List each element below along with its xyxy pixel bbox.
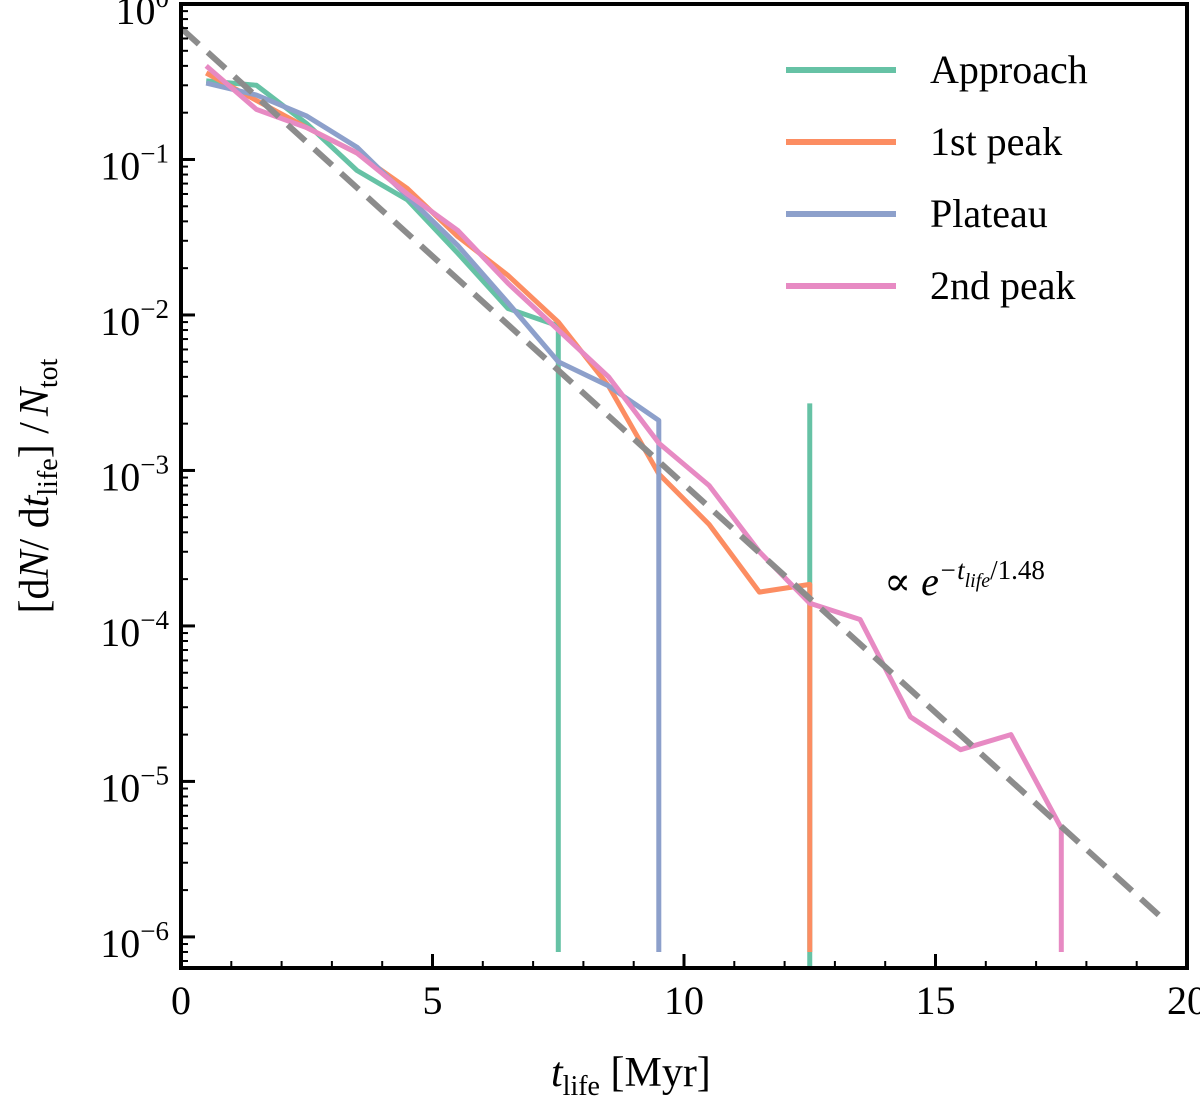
x-tick-label: 10 [664, 978, 704, 1023]
y-tick-label: 10−5 [100, 760, 169, 810]
legend-label-1st-peak: 1st peak [930, 119, 1062, 164]
y-axis-label-p3: ] / [12, 422, 58, 458]
y-tick-label: 100 [116, 0, 170, 33]
y-tick-label: 10−6 [100, 916, 169, 966]
y-axis-label-p1: [d [12, 578, 58, 613]
series-line-2nd-peak [204, 64, 1064, 952]
y-axis-label-nsub: tot [33, 358, 64, 388]
y-tick-label: 10−1 [100, 138, 169, 188]
series-line-approach [205, 78, 561, 952]
fit-annotation: ∝ e−tlife/1.48 [884, 555, 1045, 604]
x-tick-label: 15 [916, 978, 956, 1023]
x-tick-label: 5 [423, 978, 443, 1023]
y-axis-label-t: t [12, 494, 58, 507]
y-tick-label: 10−3 [100, 449, 169, 499]
legend: Approach 1st peak Plateau 2nd peak [786, 47, 1088, 308]
x-tick-label: 20 [1167, 978, 1200, 1023]
y-axis-label-tsub: life [33, 458, 64, 495]
y-tick-label: 10−2 [100, 294, 169, 344]
legend-label-2nd-peak: 2nd peak [930, 263, 1076, 308]
x-axis-label-sub: life [563, 1071, 600, 1098]
fit-annotation-e: e [921, 559, 939, 604]
series-layer [204, 64, 1064, 968]
fit-annotation-exp-rest: /1.48 [990, 555, 1045, 585]
y-axis-label-n: N [12, 548, 58, 579]
y-axis-label-p2: / d [12, 507, 58, 550]
legend-label-approach: Approach [930, 47, 1088, 92]
x-axis-label-rest: [Myr] [600, 1050, 711, 1096]
fit-layer [181, 25, 1164, 921]
fit-annotation-exp: −t [939, 555, 966, 585]
fit-annotation-prefix: ∝ [884, 559, 921, 604]
x-tick-label: 0 [171, 978, 191, 1023]
y-axis-label: [dN/ dtlife] /Ntot [12, 358, 64, 613]
fit-annotation-exp-sub: life [965, 570, 991, 592]
legend-label-plateau: Plateau [930, 191, 1048, 236]
y-tick-label: 10−4 [100, 605, 169, 655]
x-axis-label-t: t [551, 1050, 564, 1096]
ticks-layer: 0 5 10 15 20 100 10−1 10−2 10−3 10−4 10−5 10−6 [100, 0, 1200, 1023]
fit-line [181, 25, 1164, 921]
y-axis-label-ntot: N [12, 386, 58, 417]
x-axis-label: tlife [Myr] [551, 1050, 711, 1098]
